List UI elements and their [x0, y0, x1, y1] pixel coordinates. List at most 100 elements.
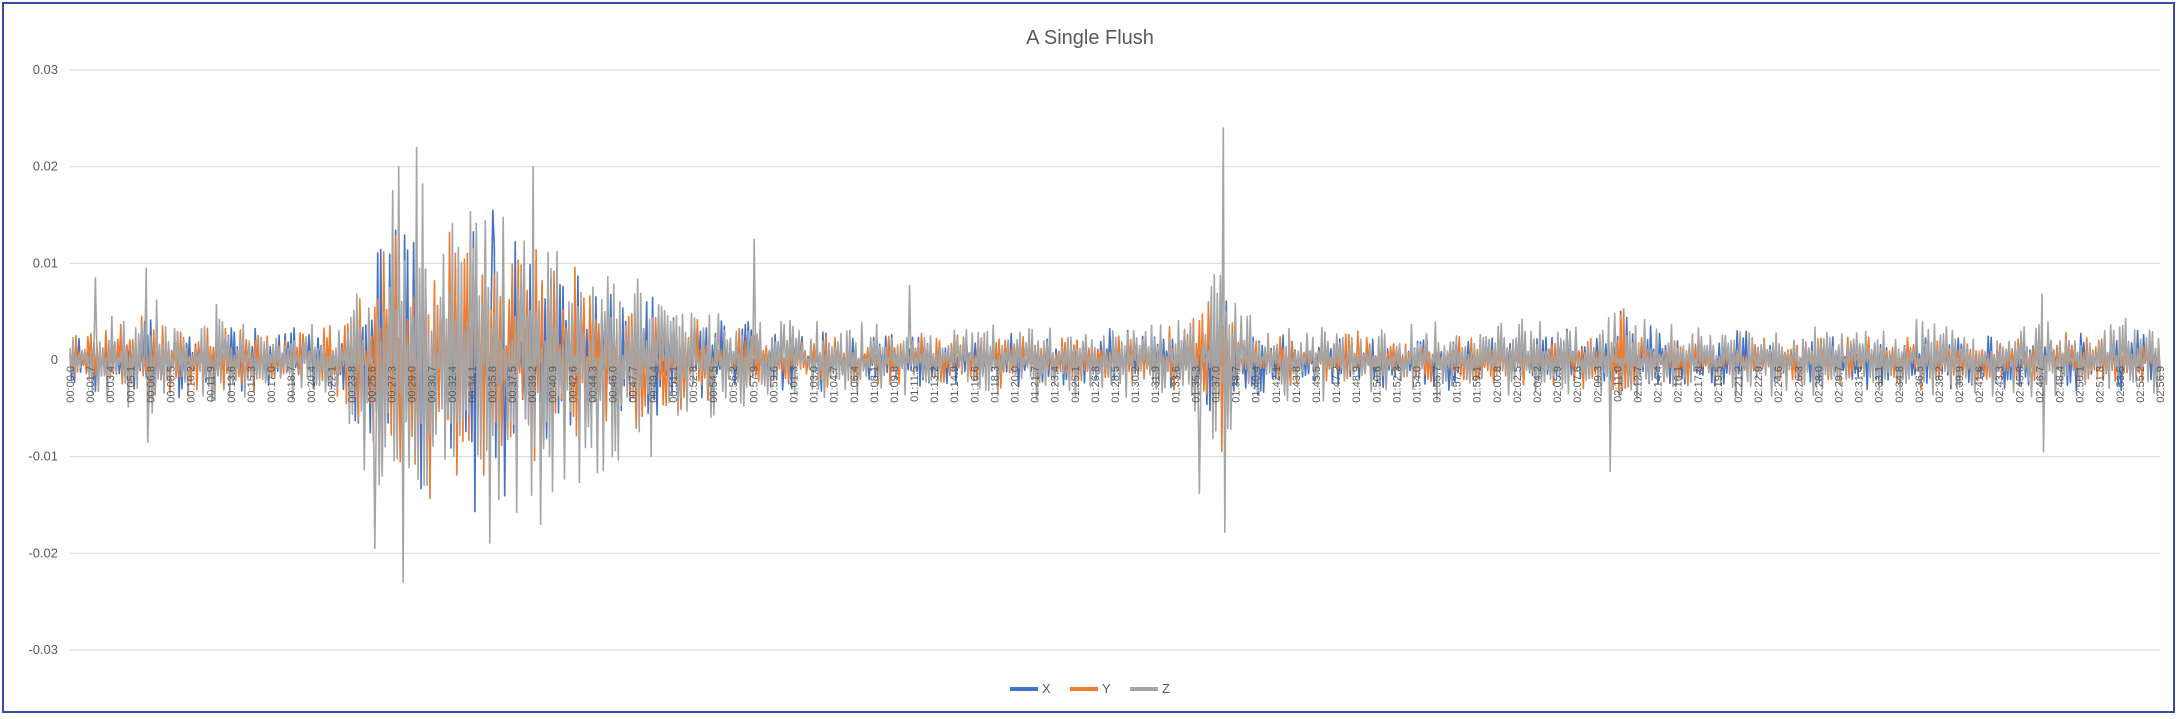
x-tick-label: 00:17.0: [266, 366, 278, 403]
y-tick-label: 0.01: [33, 255, 58, 270]
x-tick-label: 01:25.1: [1070, 366, 1082, 403]
x-tick-label: 01:08.1: [869, 366, 881, 403]
x-tick-label: 02:09.3: [1592, 366, 1604, 403]
legend-label-x: X: [1042, 681, 1051, 696]
x-tick-label: 02:16.1: [1673, 366, 1685, 403]
x-tick-label: 00:37.5: [507, 366, 519, 403]
x-tick-label: 00:51.1: [668, 366, 680, 403]
x-tick-label: 00:01.7: [85, 366, 97, 403]
x-tick-label: 00:05.1: [125, 366, 137, 403]
x-tick-label: 01:30.2: [1130, 366, 1142, 403]
x-tick-label: 01:55.7: [1432, 366, 1444, 403]
x-tick-label: 01:59.1: [1472, 366, 1484, 403]
x-tick-label: 01:35.3: [1190, 366, 1202, 403]
x-tick-label: 01:50.6: [1371, 366, 1383, 403]
y-tick-label: 0.02: [33, 159, 58, 174]
x-tick-label: 02:46.7: [2034, 366, 2046, 403]
x-tick-label: 02:00.8: [1492, 366, 1504, 403]
x-tick-label: 01:04.7: [829, 366, 841, 403]
legend: X Y Z: [1010, 681, 1170, 696]
x-tick-label: 02:53.5: [2115, 366, 2127, 403]
x-tick-label: 00:57.9: [748, 366, 760, 403]
x-tick-label: 01:09.8: [889, 366, 901, 403]
series-layer: [69, 127, 2161, 584]
x-tick-label: 00:13.6: [226, 366, 238, 403]
x-tick-label: 02:31.4: [1854, 366, 1866, 403]
x-tick-label: 00:27.3: [387, 366, 399, 403]
y-tick-label: 0.03: [33, 62, 58, 77]
x-tick-label: 02:11.0: [1612, 366, 1624, 402]
x-tick-label: 02:12.7: [1633, 366, 1645, 403]
x-tick-label: 02:56.9: [2155, 366, 2167, 403]
x-tick-label: 00:44.3: [588, 366, 600, 403]
legend-label-y: Y: [1102, 681, 1111, 696]
x-tick-label: 01:43.8: [1291, 366, 1303, 403]
x-tick-label: 02:33.1: [1874, 366, 1886, 403]
x-tick-label: 02:38.2: [1934, 366, 1946, 403]
x-tick-label: 00:03.4: [105, 366, 117, 403]
x-tick-label: 00:39.2: [527, 366, 539, 403]
x-tick-label: 00:35.8: [487, 366, 499, 403]
x-tick-label: 02:05.9: [1552, 366, 1564, 403]
x-tick-label: 02:41.6: [1974, 366, 1986, 403]
x-tick-label: 00:46.0: [608, 366, 620, 403]
x-tick-label: 01:14.9: [949, 366, 961, 403]
x-tick-label: 02:45.0: [2014, 366, 2026, 403]
x-tick-label: 02:24.6: [1773, 366, 1785, 403]
x-tick-label: 00:25.6: [366, 366, 378, 403]
x-tick-label: 01:03.0: [809, 366, 821, 403]
x-tick-label: 00:47.7: [628, 366, 640, 403]
x-tick-label: 01:37.0: [1210, 366, 1222, 403]
y-tick-label: -0.02: [28, 545, 58, 560]
x-tick-label: 00:20.4: [306, 366, 318, 403]
x-tick-label: 00:23.8: [346, 366, 358, 403]
x-tick-label: 00:34.1: [467, 366, 479, 403]
x-tick-label: 00:15.3: [246, 366, 258, 403]
x-tick-label: 02:29.7: [1833, 366, 1845, 403]
x-tick-label: 00:49.4: [648, 366, 660, 403]
x-tick-label: 01:33.6: [1170, 366, 1182, 403]
y-tick-label: -0.01: [28, 449, 58, 464]
x-tick-label: 00:11.9: [206, 366, 218, 402]
x-tick-label: 01:01.3: [788, 366, 800, 403]
chart-title: A Single Flush: [1026, 27, 1154, 49]
x-tick-label: 01:06.4: [849, 366, 861, 403]
x-tick-label: 00:10.2: [186, 366, 198, 403]
x-tick-label: 02:43.3: [1994, 366, 2006, 403]
y-axis-ticks: 0.03 0.02 0.01 0 -0.01 -0.02 -0.03: [28, 62, 58, 657]
x-tick-label: 00:40.9: [547, 366, 559, 403]
y-tick-label: 0: [51, 352, 58, 367]
x-tick-label: 00:29.0: [407, 366, 419, 403]
x-tick-label: 01:13.2: [929, 366, 941, 403]
x-tick-label: 01:54.0: [1411, 366, 1423, 403]
x-tick-label: 00:08.5: [165, 366, 177, 403]
x-tick-label: 02:07.6: [1572, 366, 1584, 403]
x-tick-label: 01:52.3: [1391, 366, 1403, 403]
legend-label-z: Z: [1162, 681, 1170, 696]
x-tick-label: 02:51.8: [2095, 366, 2107, 403]
x-tick-label: 02:21.2: [1733, 366, 1745, 403]
x-tick-label: 00:59.6: [768, 366, 780, 403]
x-tick-label: 02:28.0: [1813, 366, 1825, 403]
x-tick-label: 02:39.9: [1954, 366, 1966, 403]
x-tick-label: 02:26.3: [1793, 366, 1805, 403]
x-tick-label: 01:20.0: [1010, 366, 1022, 403]
x-tick-label: 00:54.5: [708, 366, 720, 403]
x-tick-label: 01:48.9: [1351, 366, 1363, 403]
x-tick-label: 01:28.5: [1110, 366, 1122, 403]
x-tick-label: 02:14.4: [1653, 366, 1665, 403]
x-tick-label: 01:57.4: [1452, 366, 1464, 403]
x-tick-label: 02:48.4: [2055, 366, 2067, 403]
x-axis-ticks: 00:00.0 00:01.7 00:03.4 00:05.1 00:06.8 00:08…: [65, 366, 2167, 403]
x-tick-label: 02:22.9: [1753, 366, 1765, 403]
x-tick-label: 02:04.2: [1532, 366, 1544, 403]
x-tick-label: 01:31.9: [1150, 366, 1162, 403]
x-tick-label: 00:56.2: [728, 366, 740, 403]
x-tick-label: 01:42.1: [1271, 366, 1283, 403]
x-tick-label: 01:26.8: [1090, 366, 1102, 403]
x-tick-label: 00:00.0: [65, 366, 77, 403]
x-tick-label: 02:17.8: [1693, 366, 1705, 403]
x-tick-label: 02:36.5: [1914, 366, 1926, 403]
x-tick-label: 01:21.7: [1030, 366, 1042, 403]
